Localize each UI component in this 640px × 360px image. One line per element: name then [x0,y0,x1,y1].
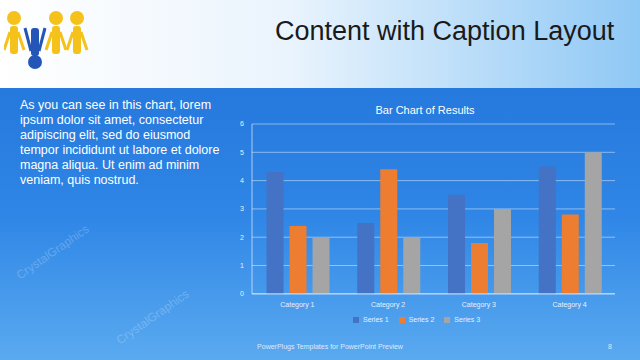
svg-text:Category 4: Category 4 [553,301,587,309]
svg-text:0: 0 [240,290,244,297]
html-text:As you can see in this chart,: As you can see in this chart, lorem ipsu… [20,98,220,187]
svg-text:6: 6 [240,120,244,127]
html-text:CrystalGraphics: CrystalGraphics [123,31,202,93]
svg-text:4: 4 [240,177,244,184]
svg-text:Category 3: Category 3 [462,301,496,309]
svg-text:2: 2 [240,234,244,241]
svg-text:Category 1: Category 1 [280,301,314,309]
svg-text:1: 1 [240,262,244,269]
html-text:PowerPlugs Templates for Power: PowerPlugs Templates for PowerPoint Prev… [257,343,403,350]
svg-text:Category 2: Category 2 [371,301,405,309]
html-text:CrystalGraphics: CrystalGraphics [113,286,192,348]
html-text:Series 2: Series 2 [408,315,435,323]
html-text:Bar Chart of Results: Bar Chart of Results [375,104,475,116]
html-text:Series 1: Series 1 [363,315,389,323]
svg-text:3: 3 [240,205,244,212]
svg-text:5: 5 [240,149,244,156]
html-text:Series 3: Series 3 [454,315,480,323]
html-text:CrystalGraphics: CrystalGraphics [13,221,92,283]
html-text:Content with Caption Layout: Content with Caption Layout [275,16,615,46]
html-text:8: 8 [608,343,612,350]
